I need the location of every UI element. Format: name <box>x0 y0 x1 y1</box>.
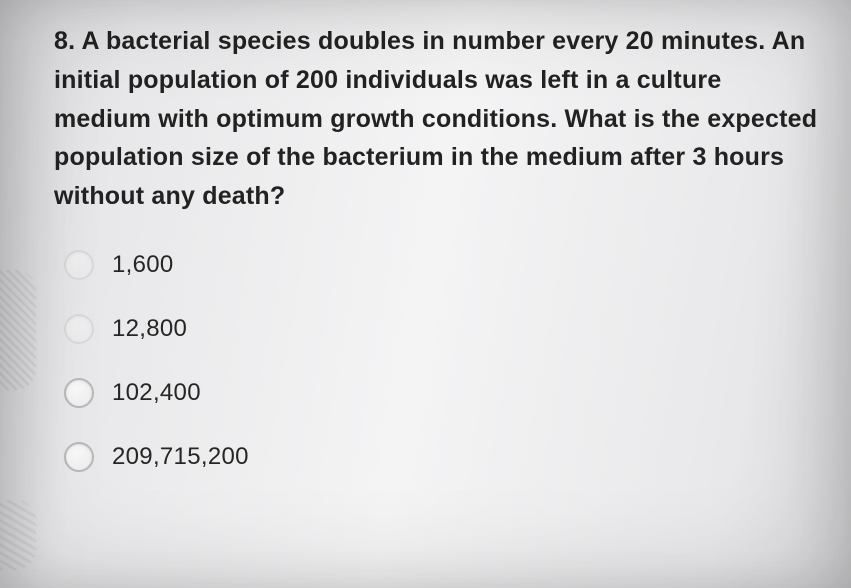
option-label: 1,600 <box>112 251 174 279</box>
question-number: 8. <box>54 27 75 55</box>
question-text: A bacterial species doubles in number ev… <box>54 27 817 210</box>
option-row[interactable]: 1,600 <box>64 250 823 280</box>
option-row[interactable]: 102,400 <box>64 378 823 408</box>
page-edge-artifact <box>0 500 36 570</box>
option-label: 102,400 <box>112 379 201 407</box>
options-list: 1,600 12,800 102,400 209,715,200 <box>54 250 823 472</box>
option-label: 209,715,200 <box>112 443 249 471</box>
question-text-block: 8. A bacterial species doubles in number… <box>54 22 823 216</box>
radio-icon[interactable] <box>64 250 94 280</box>
question-page: 8. A bacterial species doubles in number… <box>0 0 851 588</box>
option-label: 12,800 <box>112 315 187 343</box>
page-edge-artifact <box>0 270 36 390</box>
radio-icon[interactable] <box>64 378 94 408</box>
radio-icon[interactable] <box>64 442 94 472</box>
option-row[interactable]: 12,800 <box>64 314 823 344</box>
radio-icon[interactable] <box>64 314 94 344</box>
option-row[interactable]: 209,715,200 <box>64 442 823 472</box>
